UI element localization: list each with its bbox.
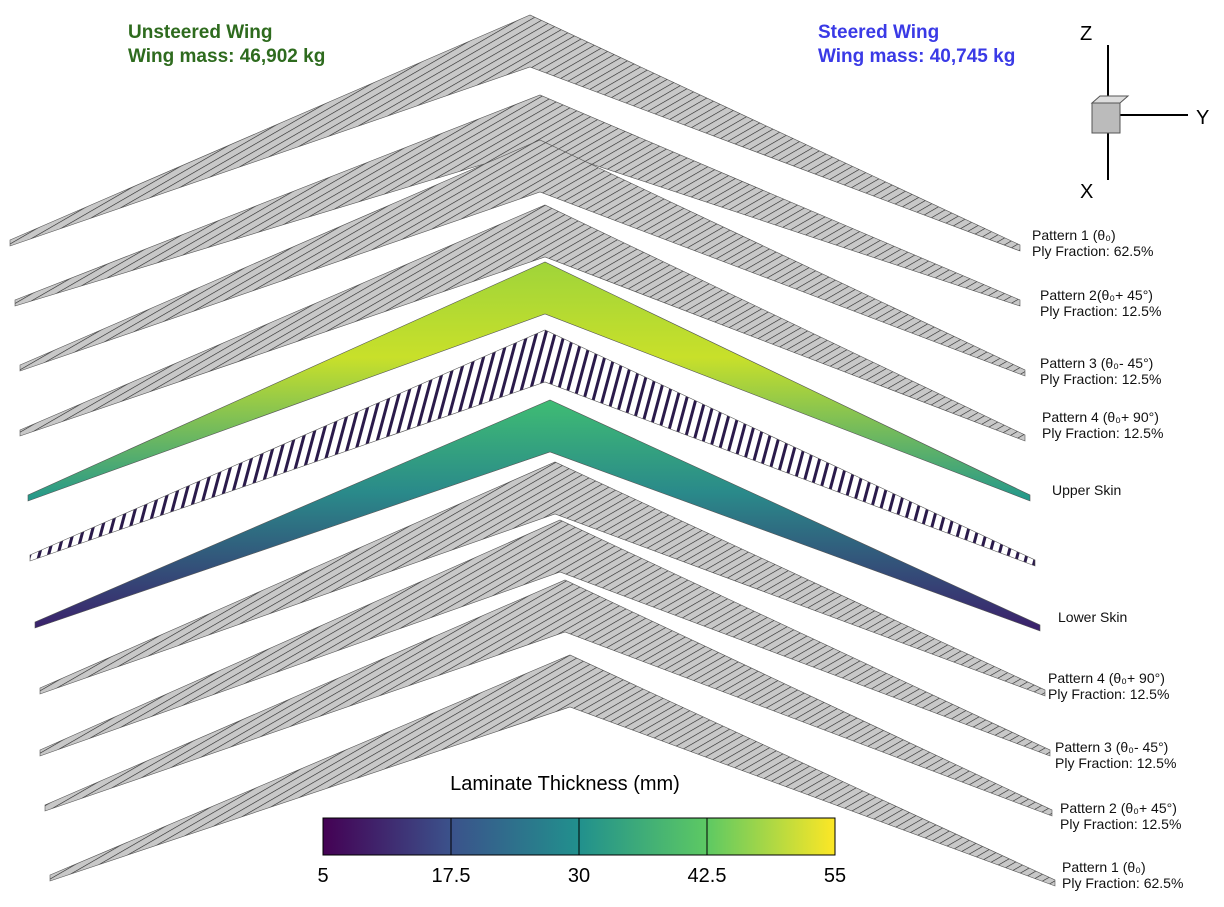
wings (10, 15, 1055, 886)
layer-name: Lower Skin (1058, 609, 1127, 625)
colorbar: Laminate Thickness (mm) 5 17.5 30 42.5 55 (317, 773, 846, 887)
figure: Unsteered Wing Wing mass: 46,902 kg Stee… (0, 0, 1224, 907)
ply-fraction: Ply Fraction: 12.5% (1055, 755, 1176, 771)
colorbar-tick-label: 17.5 (432, 865, 471, 887)
layer-name: Pattern 4 (θ₀+ 90°) (1042, 409, 1159, 425)
axis-z: Z (1080, 23, 1092, 45)
right-mass: Wing mass: 40,745 kg (818, 46, 1015, 67)
ply-fraction: Ply Fraction: 12.5% (1042, 425, 1163, 441)
colorbar-tick-label: 30 (568, 865, 590, 887)
colorbar-tick-label: 5 (317, 865, 328, 887)
layer-name: Pattern 2 (θ₀+ 45°) (1060, 800, 1177, 816)
left-mass: Wing mass: 46,902 kg (128, 46, 325, 67)
colorbar-tick-label: 55 (824, 865, 846, 887)
ply-fraction: Ply Fraction: 12.5% (1040, 371, 1161, 387)
ply-fraction: Ply Fraction: 12.5% (1060, 816, 1181, 832)
axis-triad: Z Y X (1080, 23, 1209, 203)
layer-name: Pattern 4 (θ₀+ 90°) (1048, 670, 1165, 686)
layer-name: Upper Skin (1052, 482, 1121, 498)
ply-fraction: Ply Fraction: 62.5% (1032, 243, 1153, 259)
axis-y: Y (1196, 107, 1209, 129)
left-title: Unsteered Wing (128, 22, 272, 43)
ply-fraction: Ply Fraction: 62.5% (1062, 875, 1183, 891)
layer-name: Pattern 3 (θ₀- 45°) (1055, 739, 1168, 755)
layer-name: Pattern 1 (θ₀) (1062, 859, 1146, 875)
colorbar-title: Laminate Thickness (mm) (450, 773, 680, 795)
colorbar-tick-label: 42.5 (688, 865, 727, 887)
layer-name: Pattern 1 (θ₀) (1032, 227, 1116, 243)
layer-labels: Pattern 1 (θ₀)Ply Fraction: 62.5%Pattern… (1032, 227, 1183, 891)
layer-name: Pattern 3 (θ₀- 45°) (1040, 355, 1153, 371)
ply-fraction: Ply Fraction: 12.5% (1040, 303, 1161, 319)
axis-x: X (1080, 181, 1093, 203)
ply-fraction: Ply Fraction: 12.5% (1048, 686, 1169, 702)
right-title: Steered Wing (818, 22, 939, 43)
layer-name: Pattern 2(θ₀+ 45°) (1040, 287, 1153, 303)
